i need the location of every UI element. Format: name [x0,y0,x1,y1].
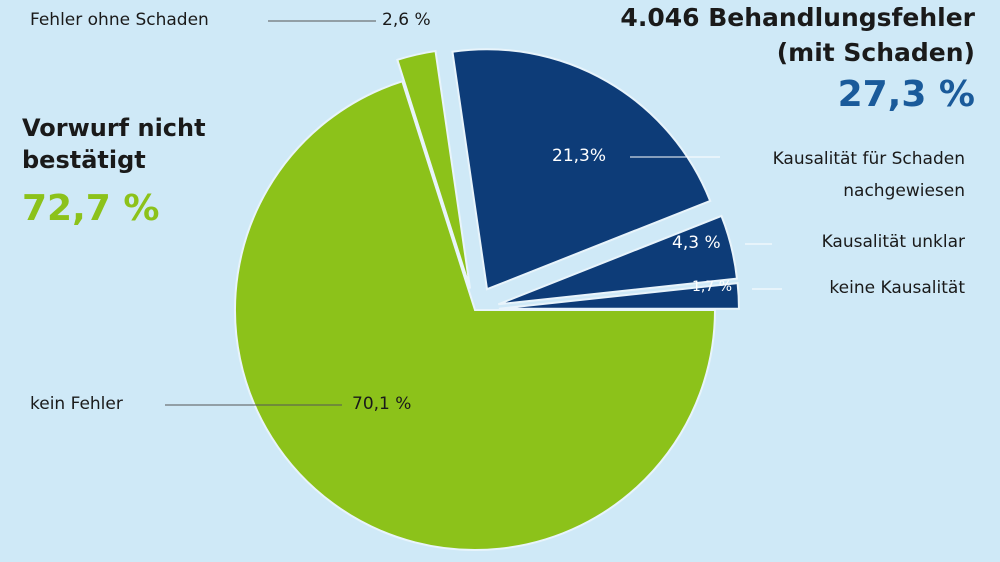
slice-label: Kausalität für Schaden nachgewiesen [772,149,965,201]
slice-label: keine Kausalität [829,278,965,298]
value-label: 21,3% [552,146,607,166]
pie-slice [451,48,712,291]
pie-slice [396,49,472,289]
pie-slice [234,80,717,551]
group-label: Vorwurf nicht bestätigt [22,114,206,174]
value-label: 2,6 % [382,10,431,30]
slice-label: Kausalität unklar [821,232,965,252]
value-label: 70,1 % [352,394,412,414]
pie-slice [498,282,740,310]
group-value: 27,3 % [837,74,975,115]
pie-slice [497,214,739,306]
slice-label: kein Fehler [30,394,123,414]
value-label: 1,7 % [692,279,733,295]
group-value: 72,7 % [22,188,160,229]
value-label: 4,3 % [672,233,721,253]
slice-label: Fehler ohne Schaden [30,10,209,30]
group-label: 4.046 Behandlungsfehler (mit Schaden) [620,3,975,67]
